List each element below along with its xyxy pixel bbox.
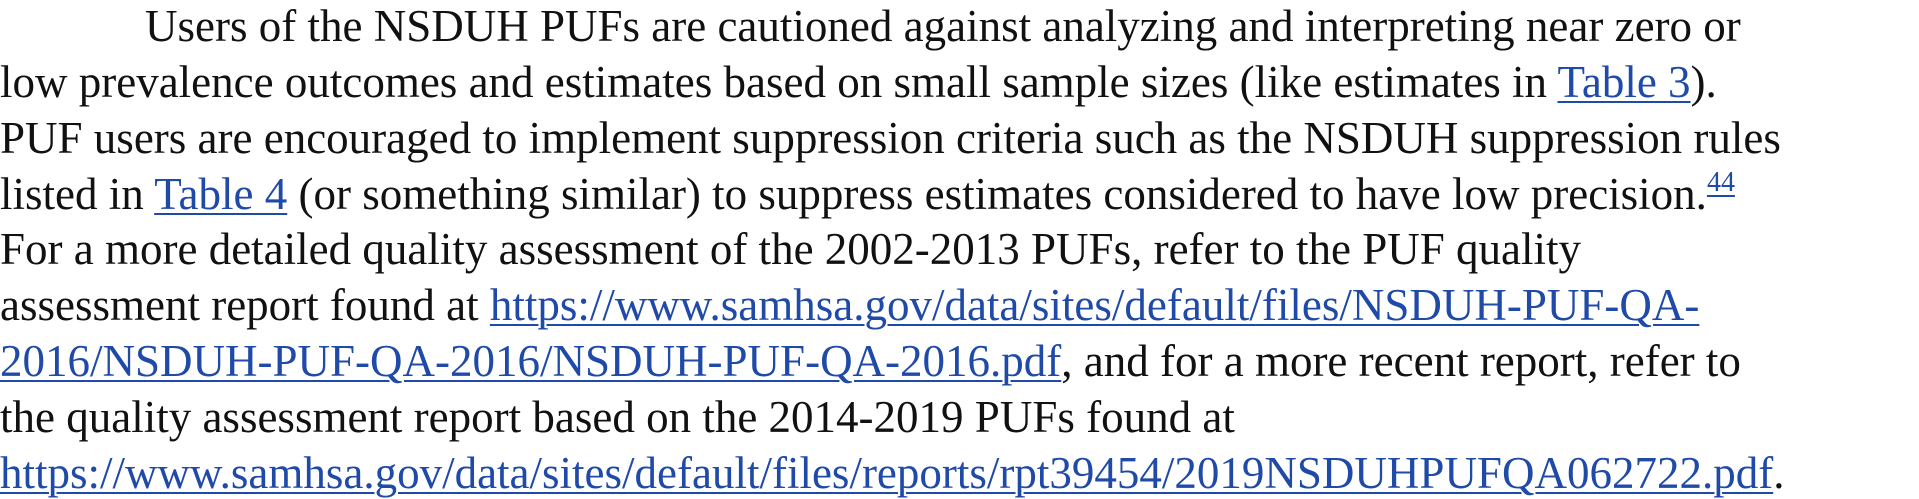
qa-2016-report-link[interactable]: https://www.samhsa.gov/data/sites/defaul… xyxy=(489,280,1700,330)
paragraph-line-5: For a more detailed quality assessment o… xyxy=(0,223,1581,275)
paragraph-text: . xyxy=(1773,448,1785,498)
paragraph-text: assessment report found at xyxy=(0,280,490,330)
paragraph-text: (or something similar) to suppress estim… xyxy=(287,169,1707,219)
paragraph-text: listed in xyxy=(0,169,155,219)
paragraph-line-8: the quality assessment report based on t… xyxy=(0,391,1235,443)
table-3-link[interactable]: Table 3 xyxy=(1557,57,1691,107)
paragraph-line-3: PUF users are encouraged to implement su… xyxy=(0,112,1781,164)
paragraph-line-7: 2016/NSDUH-PUF-QA-2016/NSDUH-PUF-QA-2016… xyxy=(0,335,1741,387)
paragraph-text: PUF users are encouraged to implement su… xyxy=(0,113,1781,163)
paragraph-line-1: Users of the NSDUH PUFs are cautioned ag… xyxy=(145,0,1741,52)
qa-2016-report-link-continued[interactable]: 2016/NSDUH-PUF-QA-2016/NSDUH-PUF-QA-2016… xyxy=(0,336,1062,386)
paragraph-line-4: listed in Table 4 (or something similar)… xyxy=(0,168,1735,220)
qa-2019-report-link[interactable]: https://www.samhsa.gov/data/sites/defaul… xyxy=(0,448,1774,498)
table-4-link[interactable]: Table 4 xyxy=(154,169,288,219)
paragraph-line-2: low prevalence outcomes and estimates ba… xyxy=(0,56,1717,108)
paragraph-text: For a more detailed quality assessment o… xyxy=(0,224,1581,274)
paragraph-line-6: assessment report found at https://www.s… xyxy=(0,279,1699,331)
footnote-44-link[interactable]: 44 xyxy=(1706,167,1735,198)
paragraph-text: , and for a more recent report, refer to xyxy=(1061,336,1741,386)
paragraph-text: Users of the NSDUH PUFs are cautioned ag… xyxy=(145,1,1741,51)
paragraph-line-9: https://www.samhsa.gov/data/sites/defaul… xyxy=(0,447,1784,499)
paragraph-text: the quality assessment report based on t… xyxy=(0,392,1235,442)
paragraph-text: low prevalence outcomes and estimates ba… xyxy=(0,57,1558,107)
paragraph-text: ). xyxy=(1690,57,1717,107)
